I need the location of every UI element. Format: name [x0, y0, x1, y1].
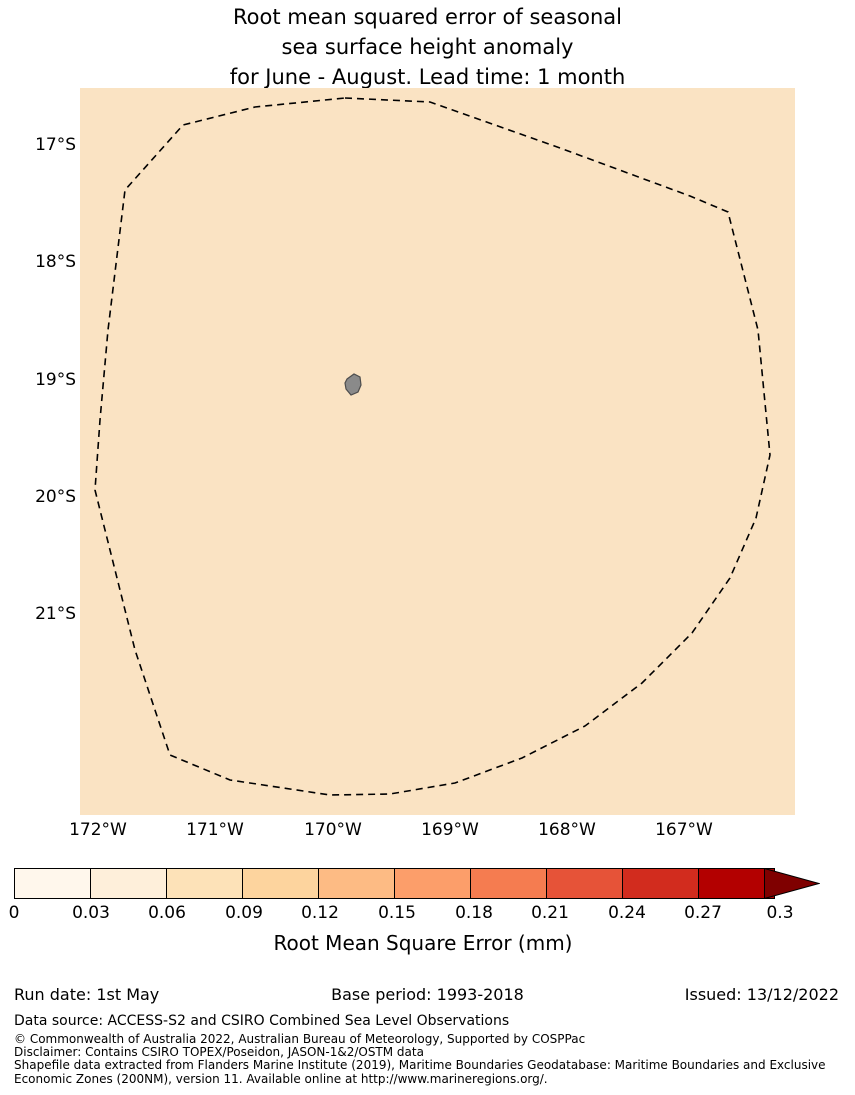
- chart-title-line1: Root mean squared error of seasonal: [233, 5, 622, 29]
- copyright-text: © Commonwealth of Australia 2022, Austra…: [14, 1032, 586, 1046]
- issued-date-text: Issued: 13/12/2022: [684, 985, 839, 1004]
- colorbar-segment: [394, 868, 471, 899]
- colorbar-tick: 0.18: [455, 903, 493, 923]
- eez-boundary-line: [94, 97, 771, 796]
- x-tick-label: 167°W: [655, 820, 713, 840]
- chart-title: Root mean squared error of seasonal sea …: [0, 2, 855, 92]
- colorbar-tick: 0.3: [766, 903, 794, 923]
- colorbar-tick: 0.12: [301, 903, 339, 923]
- base-period-text: Base period: 1993-2018: [331, 985, 524, 1004]
- colorbar-segment: [318, 868, 395, 899]
- colorbar-tick: 0.06: [148, 903, 186, 923]
- colorbar-segment: [242, 868, 319, 899]
- colorbar: [14, 868, 775, 899]
- colorbar-tick: 0.15: [378, 903, 416, 923]
- chart-title-line2: sea surface height anomaly: [281, 35, 574, 59]
- map-overlay: [94, 97, 771, 796]
- shapefile-note-text: Shapefile data extracted from Flanders M…: [14, 1058, 826, 1086]
- y-tick-label: 19°S: [35, 370, 76, 390]
- colorbar-tick: 0.21: [531, 903, 569, 923]
- colorbar-segment: [698, 868, 775, 899]
- x-tick-label: 169°W: [421, 820, 479, 840]
- colorbar-tick: 0.27: [684, 903, 722, 923]
- x-tick-label: 168°W: [538, 820, 596, 840]
- y-tick-label: 18°S: [35, 252, 76, 272]
- data-source-text: Data source: ACCESS-S2 and CSIRO Combine…: [14, 1013, 510, 1029]
- chart-title-line3: for June - August. Lead time: 1 month: [229, 65, 626, 89]
- x-tick-label: 171°W: [186, 820, 244, 840]
- run-date-text: Run date: 1st May: [14, 985, 160, 1004]
- disclaimer-text: Disclaimer: Contains CSIRO TOPEX/Poseido…: [14, 1045, 424, 1059]
- colorbar-tick: 0.09: [225, 903, 263, 923]
- y-tick-label: 20°S: [35, 487, 76, 507]
- colorbar-segment: [14, 868, 91, 899]
- colorbar-tick: 0: [8, 903, 20, 923]
- map-area: [80, 88, 795, 815]
- x-tick-label: 172°W: [69, 820, 127, 840]
- y-tick-label: 17°S: [35, 135, 76, 155]
- colorbar-tick: 0.24: [608, 903, 646, 923]
- colorbar-segment: [166, 868, 243, 899]
- colorbar-tick: 0.03: [72, 903, 110, 923]
- y-tick-label: 21°S: [35, 604, 76, 624]
- colorbar-label: Root Mean Square Error (mm): [273, 931, 573, 955]
- x-tick-label: 170°W: [304, 820, 362, 840]
- island-landmass: [344, 373, 362, 396]
- colorbar-segment: [546, 868, 623, 899]
- colorbar-segment: [90, 868, 167, 899]
- colorbar-segment: [470, 868, 547, 899]
- colorbar-extend-arrow: [764, 868, 820, 899]
- colorbar-segment: [622, 868, 699, 899]
